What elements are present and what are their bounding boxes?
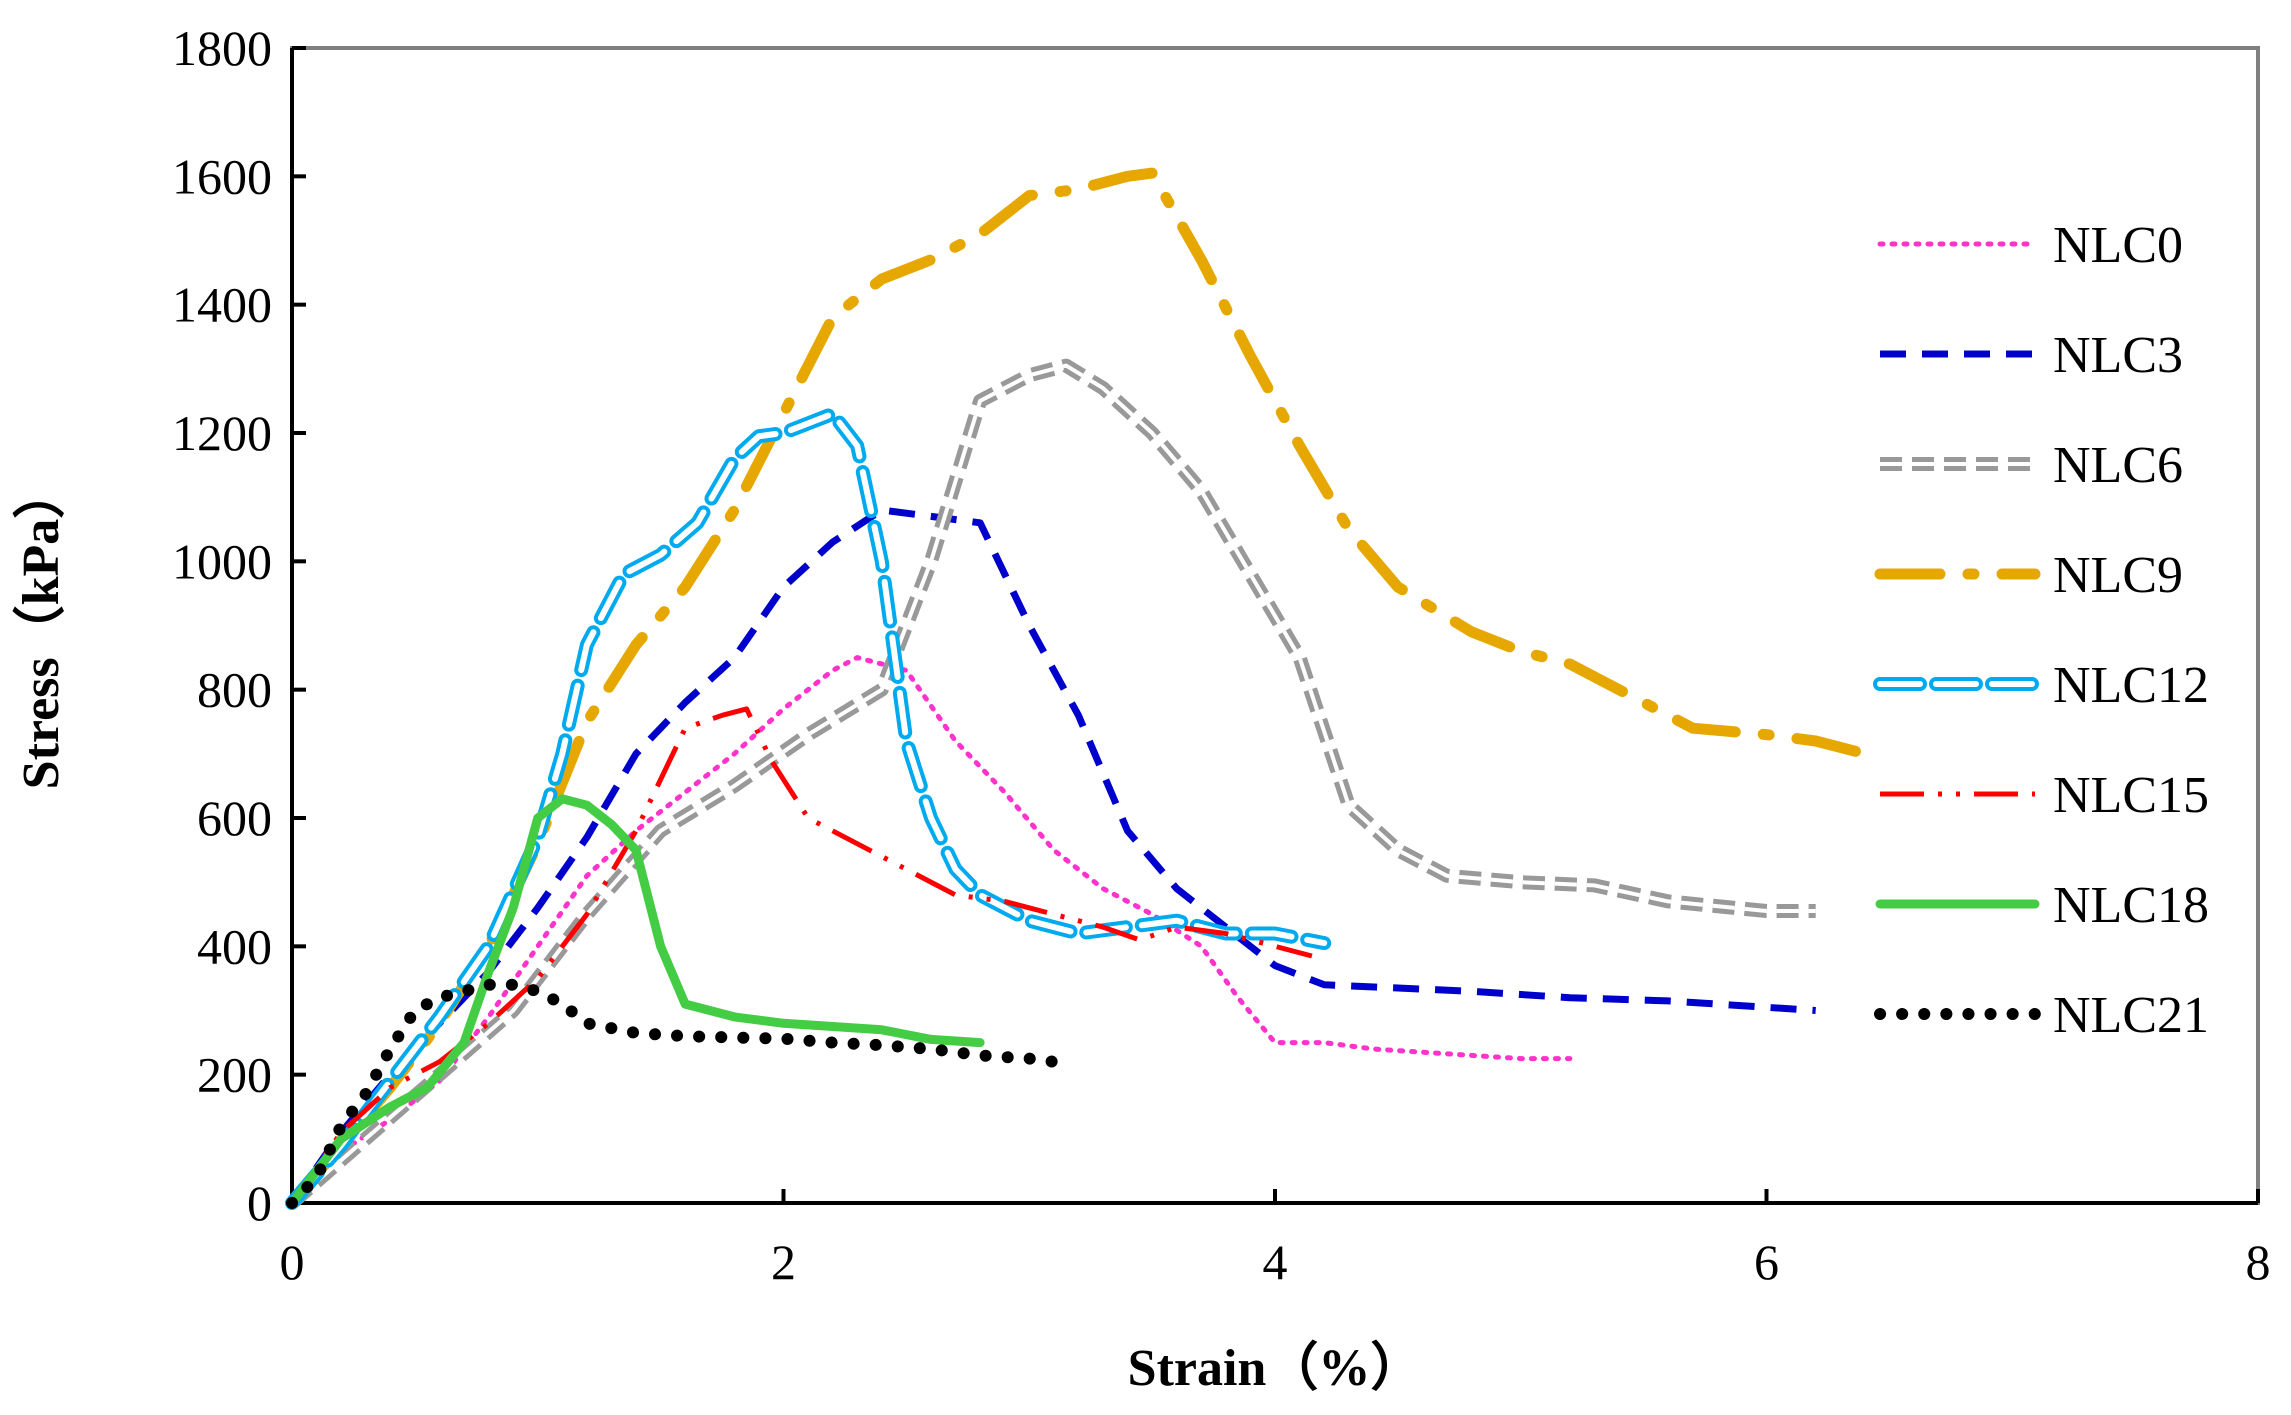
legend-item-nlc3: NLC3 [1880, 327, 2183, 384]
y-tick-label: 1000 [172, 533, 272, 589]
series-nlc18 [287, 794, 985, 1208]
x-tick-label: 6 [1754, 1234, 1779, 1290]
y-tick-label: 0 [247, 1175, 272, 1231]
y-tick-label: 1600 [172, 148, 272, 204]
series-line-nlc15 [289, 706, 1313, 1205]
series-line-nlc18 [287, 794, 985, 1208]
axes: 0 2 4 6 8 0 200 400 600 800 1000 1200 1400 1600 1800 [172, 20, 2271, 1290]
series-nlc12 [285, 406, 1332, 1210]
y-tick-label: 1400 [172, 277, 272, 333]
series-line-inner-nlc12 [289, 410, 1328, 1206]
series-nlc0 [289, 655, 1573, 1206]
series-nlc9 [286, 167, 1871, 1209]
series-line-nlc0 [289, 655, 1573, 1206]
legend: NLC0 NLC3 NLC6 NLC9 NLC12 NLC15 NLC18 NLC21 [1873, 217, 2209, 1044]
y-tick-label: 800 [197, 662, 272, 718]
legend-label: NLC18 [2053, 877, 2209, 934]
series-line-nlc21 [286, 978, 1060, 1209]
y-axis-title: Stress（kPa） [12, 467, 70, 790]
series-line-nlc9 [286, 167, 1871, 1209]
legend-item-nlc21: NLC21 [1874, 987, 2209, 1044]
x-axis-title: Strain（%） [1128, 1339, 1423, 1397]
series-line-nlc12 [285, 406, 1332, 1210]
legend-item-nlc9: NLC9 [1874, 547, 2183, 604]
legend-label: NLC21 [2053, 987, 2209, 1044]
plot-area [290, 46, 2260, 1205]
y-tick-label: 1200 [172, 405, 272, 461]
series-line-nlc6 [287, 358, 1816, 1209]
legend-label: NLC9 [2053, 547, 2183, 604]
series-nlc21 [286, 978, 1060, 1209]
legend-label: NLC6 [2053, 437, 2183, 494]
y-tick-label: 600 [197, 790, 272, 846]
series-nlc6 [287, 358, 1816, 1209]
x-tick-label: 2 [771, 1234, 796, 1290]
series-nlc15 [289, 706, 1313, 1205]
legend-label: NLC3 [2053, 327, 2183, 384]
legend-item-nlc6: NLC6 [1880, 437, 2183, 494]
x-tick-label: 0 [280, 1234, 305, 1290]
series-line-inner-nlc6 [290, 363, 1816, 1205]
legend-item-nlc0: NLC0 [1877, 217, 2183, 274]
y-tick-label: 1800 [172, 20, 272, 76]
x-tick-label: 8 [2246, 1234, 2271, 1290]
legend-item-nlc18: NLC18 [1875, 877, 2209, 934]
legend-label: NLC15 [2053, 767, 2209, 824]
y-tick-label: 400 [197, 918, 272, 974]
series-nlc3 [289, 506, 1816, 1205]
legend-label: NLC12 [2053, 657, 2209, 714]
series-line-nlc3 [289, 506, 1816, 1205]
series-layer [285, 167, 1871, 1210]
y-tick-label: 200 [197, 1047, 272, 1103]
x-tick-label: 4 [1263, 1234, 1288, 1290]
legend-item-nlc15: NLC15 [1880, 767, 2209, 824]
legend-item-nlc12: NLC12 [1873, 657, 2209, 714]
legend-label: NLC0 [2053, 217, 2183, 274]
